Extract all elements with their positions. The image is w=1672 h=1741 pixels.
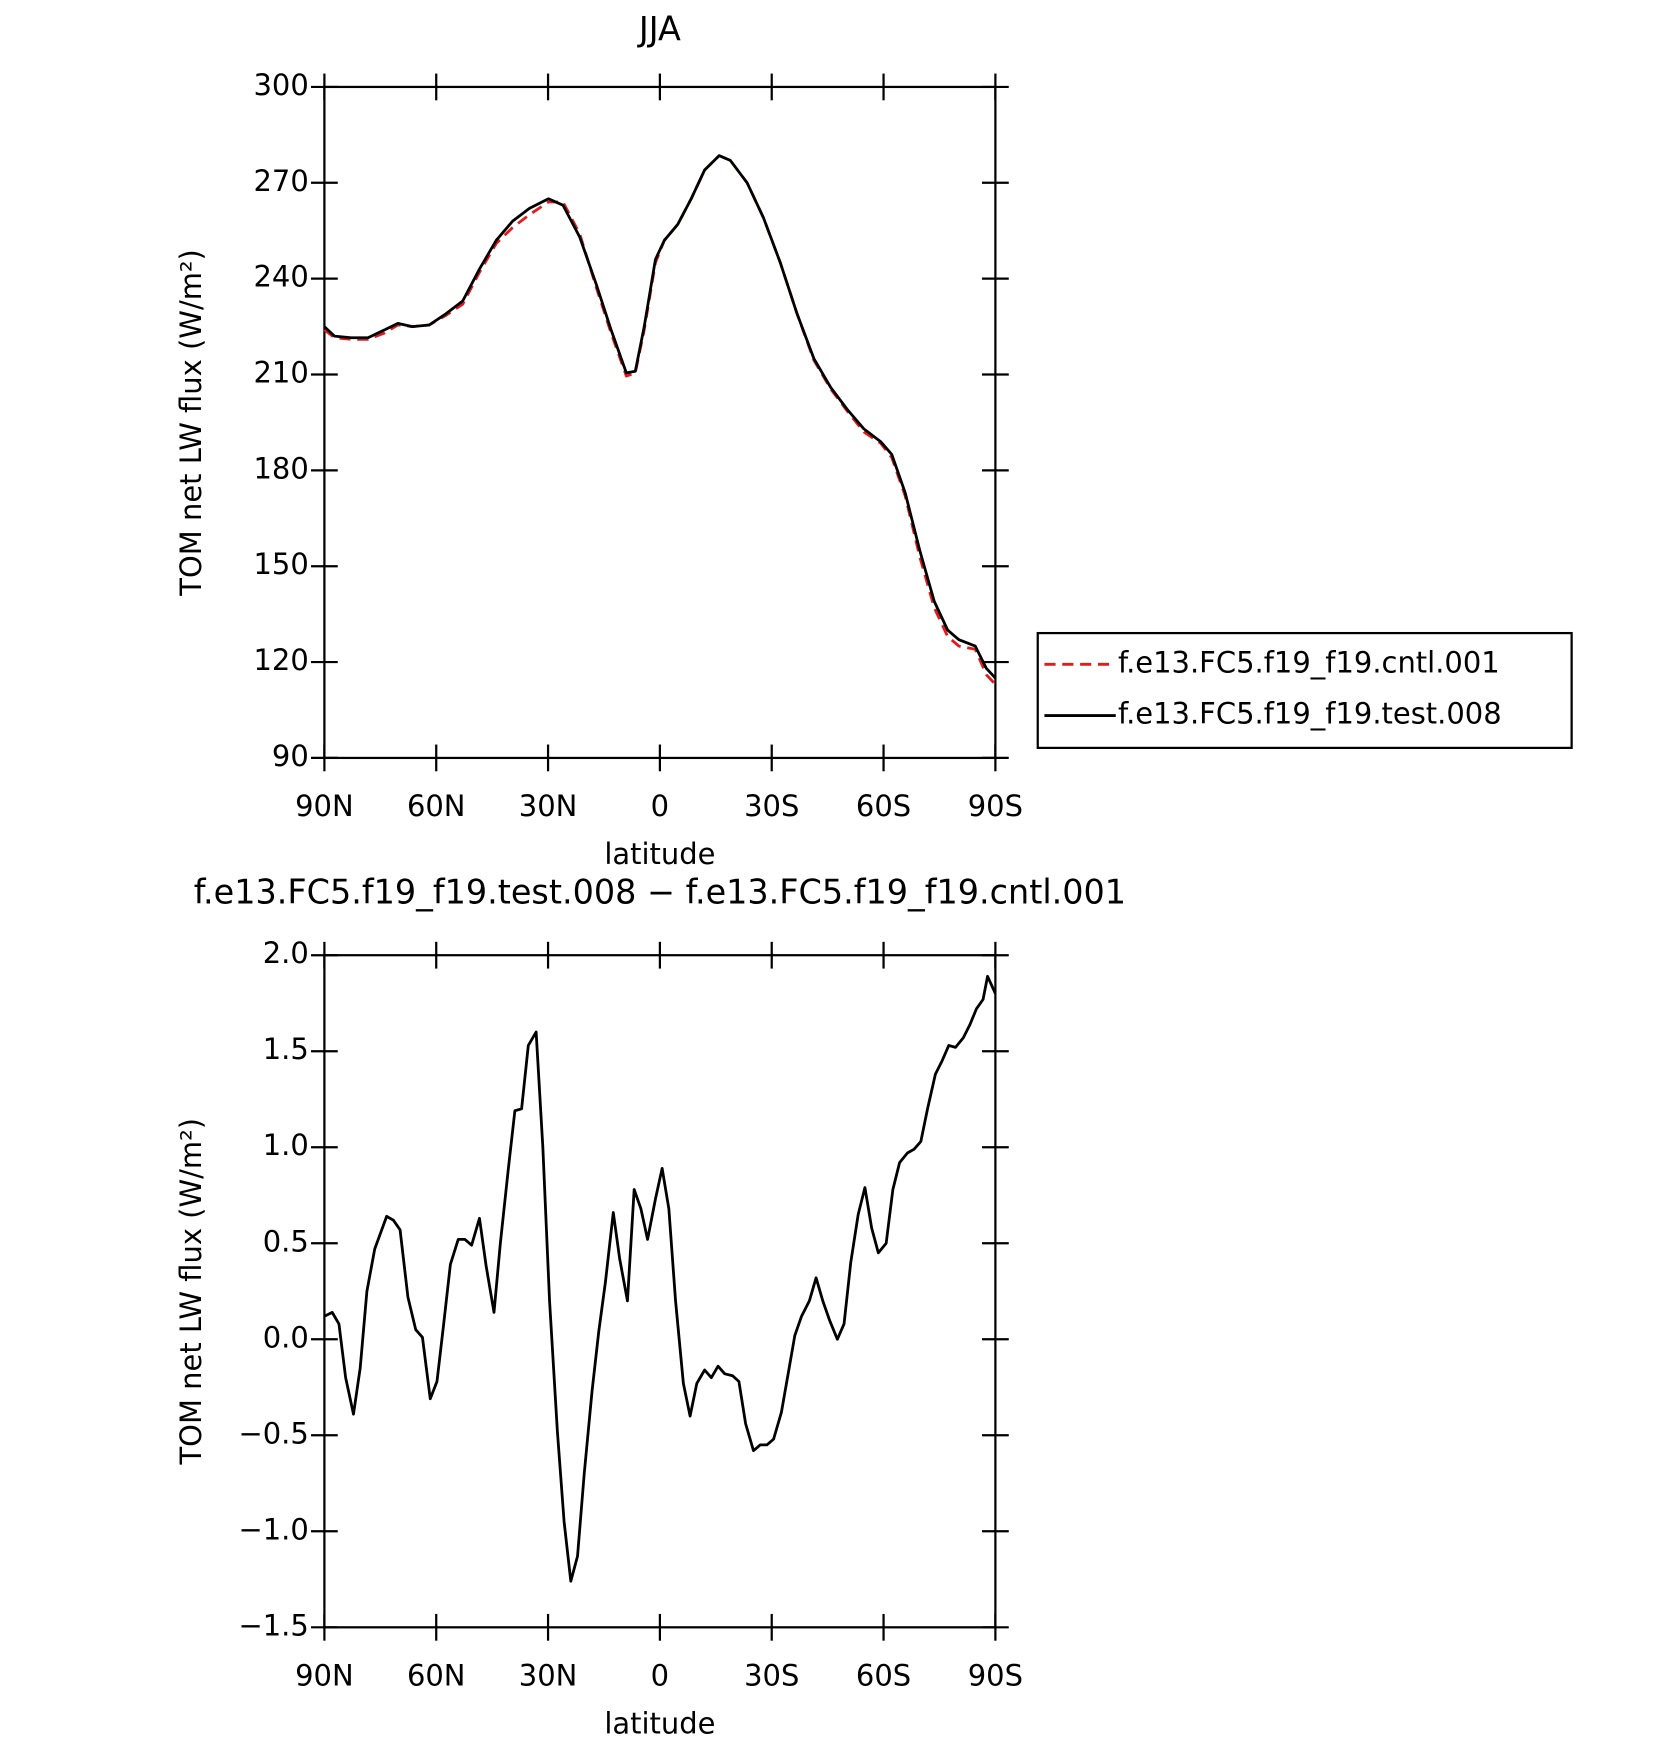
y-tick-label: 0.5 — [263, 1224, 309, 1258]
y-tick-label: 1.5 — [263, 1032, 309, 1066]
y-tick-label: 300 — [253, 68, 308, 102]
x-tick-label: 0 — [651, 789, 669, 823]
y-tick-label: 0.0 — [263, 1320, 309, 1354]
y-tick-label: 150 — [253, 547, 308, 581]
y-tick-label: −1.5 — [238, 1608, 308, 1642]
y-tick-label: 120 — [253, 643, 308, 677]
x-tick-label: 60N — [407, 1658, 466, 1692]
plot-frame — [323, 954, 997, 1629]
y-tick-label: −0.5 — [238, 1416, 308, 1450]
x-tick-label: 60S — [856, 789, 911, 823]
data-line — [323, 154, 997, 679]
x-tick-label: 30S — [744, 1658, 799, 1692]
y-tick-label: 1.0 — [263, 1128, 309, 1162]
y-tick-label: −1.0 — [238, 1512, 308, 1546]
x-tick-label: 60N — [407, 789, 466, 823]
chart-title: JJA — [637, 10, 681, 49]
x-tick-label: 30N — [519, 1658, 578, 1692]
x-tick-label: 0 — [651, 1658, 669, 1692]
x-tick-label: 90N — [295, 789, 354, 823]
y-tick-label: 90 — [272, 739, 309, 773]
y-tick-label: 180 — [253, 451, 308, 485]
x-tick-label: 30N — [519, 789, 578, 823]
data-line — [323, 154, 997, 686]
x-tick-label: 90N — [295, 1658, 354, 1692]
legend-label: f.e13.FC5.f19_f19.test.008 — [1118, 697, 1502, 731]
x-tick-label: 60S — [856, 1658, 911, 1692]
x-axis-label: latitude — [604, 837, 715, 871]
plot-frame — [323, 85, 997, 760]
chart-title: f.e13.FC5.f19_f19.test.008 − f.e13.FC5.f… — [194, 872, 1126, 911]
y-tick-label: 210 — [253, 356, 308, 390]
data-line — [323, 974, 997, 1583]
x-tick-label: 90S — [968, 1658, 1023, 1692]
y-axis-label: TOM net LW flux (W/m²) — [174, 1118, 208, 1466]
y-tick-label: 2.0 — [263, 936, 309, 970]
y-tick-label: 240 — [253, 260, 308, 294]
legend-box — [1036, 631, 1573, 750]
x-tick-label: 90S — [968, 789, 1023, 823]
y-tick-label: 270 — [253, 164, 308, 198]
legend-label: f.e13.FC5.f19_f19.cntl.001 — [1118, 645, 1500, 679]
x-axis-label: latitude — [604, 1706, 715, 1740]
x-tick-label: 30S — [744, 789, 799, 823]
y-axis-label: TOM net LW flux (W/m²) — [174, 249, 208, 597]
